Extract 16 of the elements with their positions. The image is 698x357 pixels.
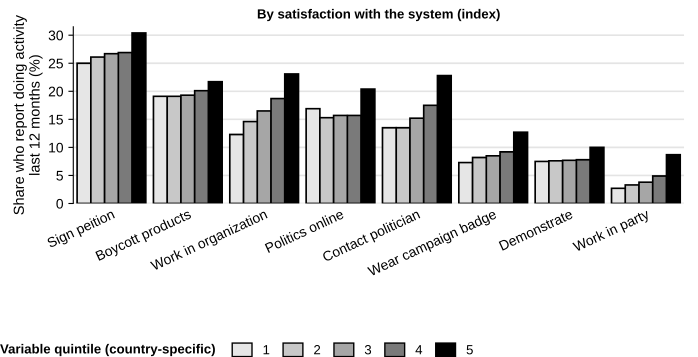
y-tick-label: 10	[49, 142, 64, 153]
y-axis-title: Share who report doing activity last 12 months (%)	[13, 15, 43, 215]
chart-title: By satisfaction with the system (index)	[258, 8, 500, 22]
legend-label: 5	[466, 345, 473, 354]
y-tick-label: 30	[48, 30, 64, 40]
legend-label: 1	[264, 345, 270, 354]
y-tick-label: 5	[56, 170, 63, 181]
y-tick-label: 0	[56, 198, 64, 209]
legend-label: 3	[364, 345, 372, 354]
legend-label: 2	[314, 345, 320, 354]
y-tick-label: 20	[48, 86, 64, 96]
legend-title: Variable quintile (country-specific)	[0, 344, 215, 356]
y-tick-label: 15	[49, 114, 63, 125]
x-tick-label: Work in party	[572, 208, 652, 255]
y-tick-label: 25	[48, 58, 63, 68]
legend-label: 4	[415, 345, 422, 354]
